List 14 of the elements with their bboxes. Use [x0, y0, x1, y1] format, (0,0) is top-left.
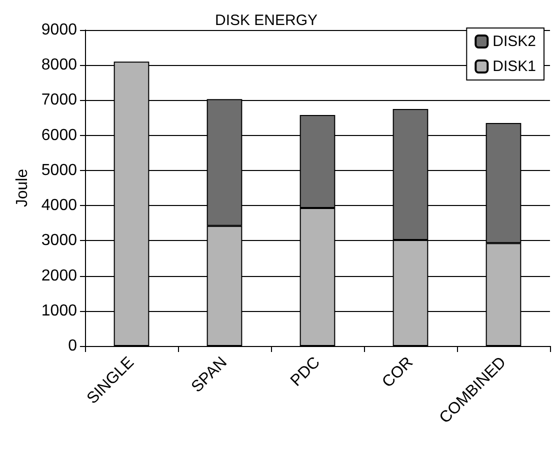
y-tick-label: 5000: [41, 162, 78, 179]
y-tick-label: 4000: [41, 197, 78, 214]
y-tick-label: 8000: [41, 56, 78, 74]
legend-label: DISK2: [492, 33, 536, 50]
y-tick-label: 2000: [41, 267, 78, 284]
y-tick-label: 3000: [41, 232, 78, 250]
y-axis-title: Joule: [14, 168, 32, 208]
legend-label: DISK1: [492, 58, 536, 75]
y-tick-label: 1000: [41, 302, 78, 320]
y-tick-label: 0: [68, 338, 78, 354]
chart-title: DISK ENERGY: [215, 12, 318, 29]
y-tick-label: 7000: [41, 92, 78, 109]
y-tick-label: 9000: [41, 22, 78, 38]
y-tick-label: 6000: [41, 126, 78, 144]
